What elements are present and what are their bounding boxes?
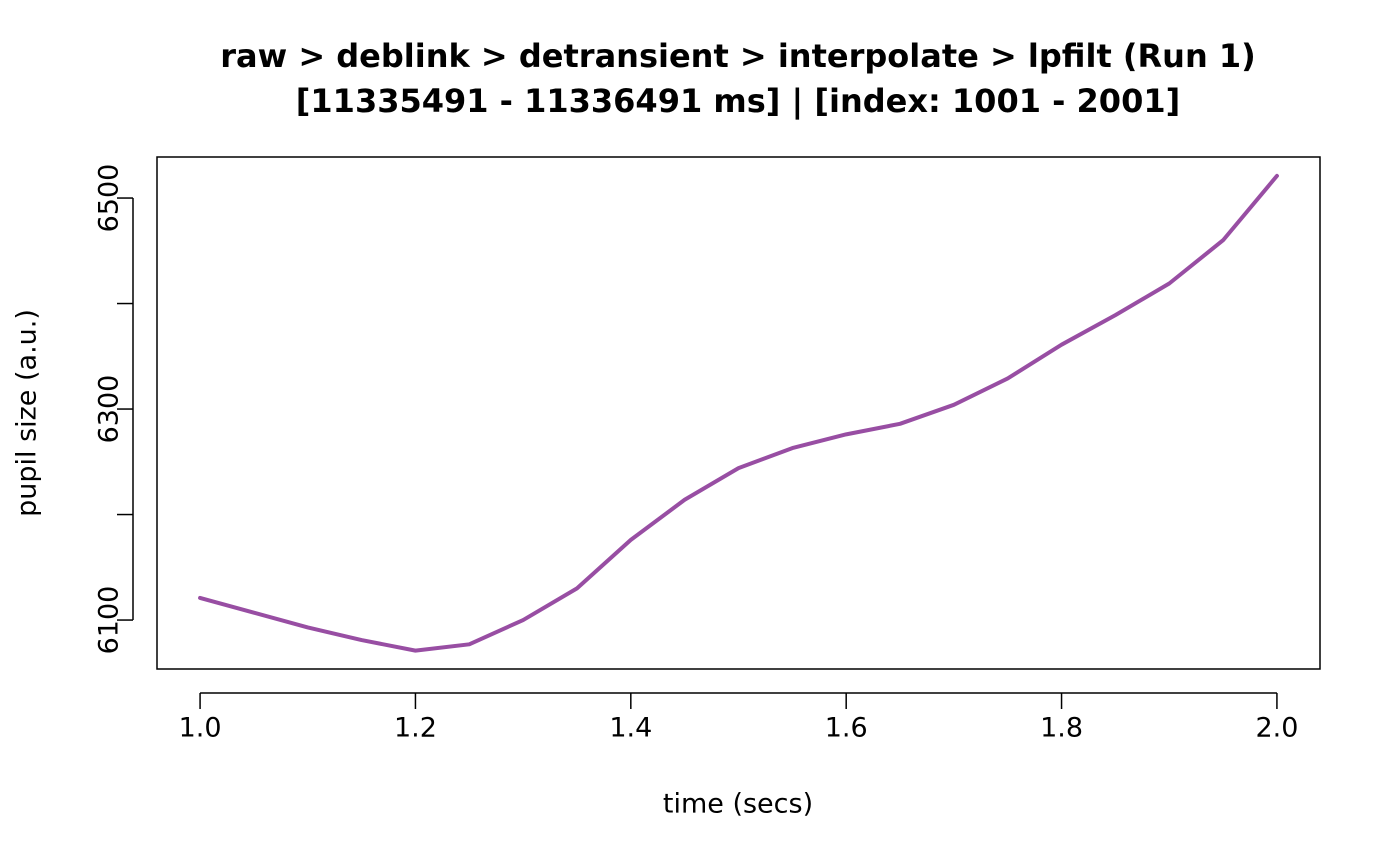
chart-title: raw > deblink > detransient > interpolat… bbox=[220, 37, 1256, 75]
y-tick-label: 6100 bbox=[94, 586, 125, 655]
y-tick-label: 6500 bbox=[94, 164, 125, 233]
x-tick-label: 1.0 bbox=[179, 713, 222, 744]
x-tick-label: 1.6 bbox=[825, 713, 868, 744]
chart-subtitle: [11335491 - 11336491 ms] | [index: 1001 … bbox=[296, 82, 1180, 121]
plot-frame bbox=[156, 156, 1321, 670]
x-tick-label: 1.2 bbox=[394, 713, 437, 744]
data-line bbox=[198, 173, 1279, 653]
x-axis-label: time (secs) bbox=[663, 789, 813, 820]
x-tick-label: 2.0 bbox=[1255, 713, 1298, 744]
y-tick-label: 6300 bbox=[94, 375, 125, 444]
y-axis-label: pupil size (a.u.) bbox=[12, 309, 43, 517]
x-tick-label: 1.4 bbox=[609, 713, 652, 744]
x-tick-label: 1.8 bbox=[1040, 713, 1083, 744]
